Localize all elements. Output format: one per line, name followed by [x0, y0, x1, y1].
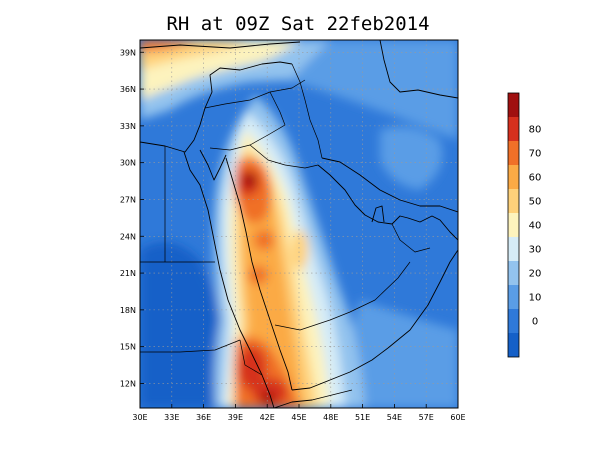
latitude-tick-label: 21N — [120, 269, 136, 278]
longitude-tick-label: 45E — [291, 413, 306, 422]
latitude-tick-label: 27N — [120, 195, 136, 204]
latitude-tick-labels: 12N 15N 18N 21N 24N 27N 30N 33N 36N 39N — [120, 48, 144, 388]
colorbar-label: 0 — [532, 317, 538, 328]
graticule — [140, 40, 458, 408]
colorbar-swatch — [508, 333, 519, 357]
map-title: RH at 09Z Sat 22feb2014 — [166, 13, 429, 35]
colorbar-label: 10 — [529, 293, 542, 304]
longitude-tick-label: 51E — [355, 413, 370, 422]
colorbar-swatch — [508, 285, 519, 309]
colorbar-swatch — [508, 309, 519, 333]
colorbar-swatch — [508, 93, 519, 117]
longitude-tick-label: 39E — [228, 413, 243, 422]
colorbar-swatch — [508, 189, 519, 213]
latitude-tick-label: 39N — [120, 48, 136, 57]
colorbar-swatch — [508, 237, 519, 261]
latitude-tick-label: 24N — [120, 232, 136, 241]
colorbar-swatch — [508, 165, 519, 189]
colorbar-frame — [507, 92, 520, 358]
latitude-tick-label: 30N — [120, 159, 136, 168]
country-borders — [140, 63, 431, 376]
colorbar-label: 70 — [529, 149, 542, 160]
colorbar-label: 60 — [529, 173, 542, 184]
longitude-tick-label: 57E — [419, 413, 434, 422]
colorbar-label: 20 — [529, 269, 542, 280]
longitude-tick-label: 30E — [132, 413, 147, 422]
latitude-tick-label: 12N — [120, 379, 136, 388]
latitude-tick-label: 36N — [120, 85, 136, 94]
coastlines — [140, 40, 458, 408]
colorbar-swatch — [508, 261, 519, 285]
colorbar-swatch — [508, 213, 519, 237]
longitude-tick-label: 54E — [387, 413, 402, 422]
colorbar-label: 30 — [529, 245, 542, 256]
colorbar-label: 50 — [529, 197, 542, 208]
longitude-tick-label: 33E — [164, 413, 179, 422]
longitude-tick-label: 36E — [196, 413, 211, 422]
longitude-tick-label: 60E — [450, 413, 465, 422]
longitude-tick-label: 42E — [260, 413, 275, 422]
latitude-tick-label: 15N — [120, 343, 136, 352]
rh-colorbar: 0 10 20 30 40 50 60 70 80 — [507, 92, 542, 358]
longitude-tick-label: 48E — [323, 413, 338, 422]
longitude-tick-labels: 30E 33E 36E 39E 42E 45E 48E 51E 54E 57E 60E — [132, 404, 466, 422]
colorbar-label: 80 — [529, 125, 542, 136]
colorbar-label: 40 — [529, 221, 542, 232]
latitude-tick-label: 33N — [120, 122, 136, 131]
colorbar-swatch — [508, 117, 519, 141]
colorbar-swatch — [508, 141, 519, 165]
latitude-tick-label: 18N — [120, 306, 136, 315]
